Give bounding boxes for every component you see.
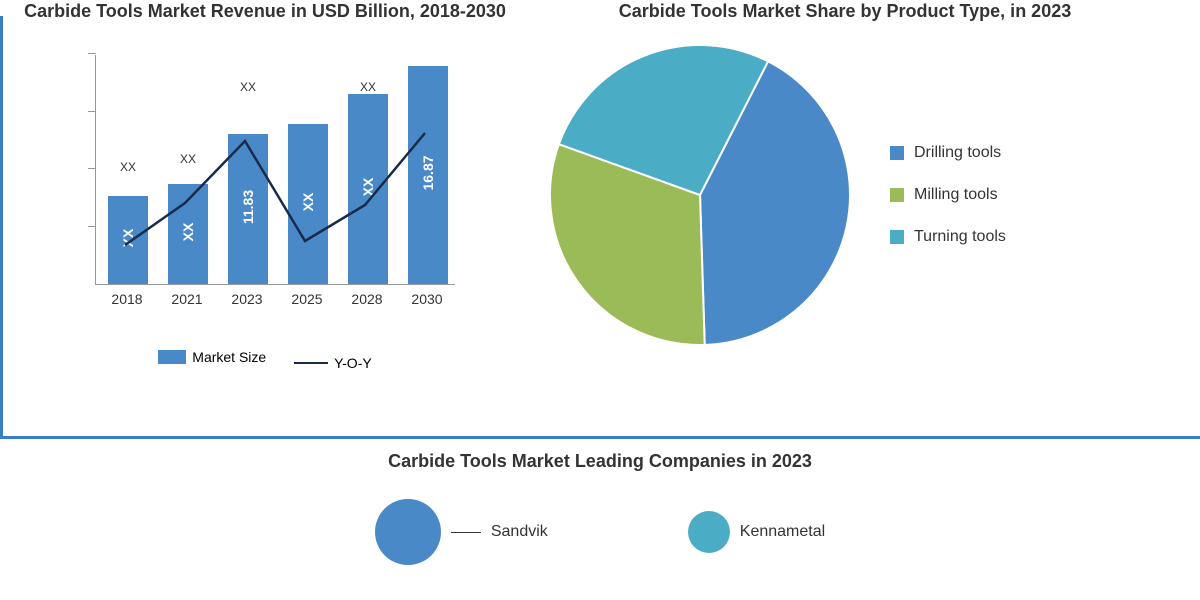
company-bubble — [375, 499, 441, 565]
company-label: Kennametal — [740, 523, 825, 541]
x-axis-label: 2021 — [162, 291, 212, 307]
bar-value-label: XX — [180, 223, 196, 242]
company-item: Sandvik — [375, 499, 548, 565]
bar-top-label: XX — [240, 80, 256, 94]
bar-value-label: XX — [120, 229, 136, 248]
legend-label: Y-O-Y — [334, 355, 372, 371]
bar-value-label: XX — [300, 193, 316, 212]
pie-chart-title: Carbide Tools Market Share by Product Ty… — [510, 0, 1180, 23]
companies-section: Carbide Tools Market Leading Companies i… — [0, 450, 1200, 565]
pie-legend-label: Drilling tools — [914, 144, 1001, 162]
pie-legend-item: Drilling tools — [890, 144, 1006, 162]
x-axis-label: 2030 — [402, 291, 452, 307]
pie-legend-label: Milling tools — [914, 186, 998, 204]
legend-yoy: Y-O-Y — [294, 355, 372, 371]
pie-chart: Carbide Tools Market Share by Product Ty… — [510, 0, 1180, 371]
x-axis-label: 2028 — [342, 291, 392, 307]
pie-wrap: Drilling tools Milling tools Turning tools — [510, 35, 1180, 355]
bar-value-label: XX — [360, 178, 376, 197]
pie-legend-label: Turning tools — [914, 228, 1006, 246]
bar-legend: Market Size Y-O-Y — [20, 349, 510, 371]
bar: XX — [348, 94, 388, 284]
bar-value-label: 16.87 — [420, 156, 436, 191]
pie-legend: Drilling tools Milling tools Turning tools — [890, 120, 1006, 270]
page: Carbide Tools Market Revenue in USD Bill… — [0, 0, 1200, 600]
legend-swatch-bar — [158, 350, 186, 364]
pie-legend-item: Turning tools — [890, 228, 1006, 246]
pie-legend-swatch — [890, 188, 904, 202]
legend-market-size: Market Size — [158, 349, 266, 365]
bar: XX — [108, 196, 148, 284]
bar-plot: XX XX XX XX 11.83 XX XX XX XX 16.87 — [95, 55, 455, 285]
bar: 16.87 — [408, 66, 448, 284]
bar: XX — [288, 124, 328, 284]
top-row: Carbide Tools Market Revenue in USD Bill… — [0, 0, 1200, 371]
x-axis-label: 2018 — [102, 291, 152, 307]
bar-value-label: 11.83 — [240, 190, 256, 224]
companies-title: Carbide Tools Market Leading Companies i… — [0, 450, 1200, 473]
legend-swatch-line — [294, 362, 328, 364]
legend-label: Market Size — [192, 349, 266, 365]
companies-row: Sandvik Kennametal — [0, 499, 1200, 565]
border-left — [0, 16, 3, 436]
connector-line — [451, 532, 481, 533]
x-axis-label: 2023 — [222, 291, 272, 307]
bar-top-label: XX — [360, 80, 376, 94]
bar-top-label: XX — [180, 152, 196, 166]
pie-svg — [540, 35, 860, 355]
x-axis-label: 2025 — [282, 291, 332, 307]
bar-chart-title: Carbide Tools Market Revenue in USD Bill… — [20, 0, 510, 23]
company-item: Kennametal — [688, 499, 825, 565]
pie-legend-swatch — [890, 146, 904, 160]
bar: XX — [168, 184, 208, 284]
pie-legend-item: Milling tools — [890, 186, 1006, 204]
border-bottom — [0, 436, 1200, 439]
company-label: Sandvik — [491, 523, 548, 541]
pie-legend-swatch — [890, 230, 904, 244]
bar-top-label: XX — [120, 160, 136, 174]
bar-chart: Carbide Tools Market Revenue in USD Bill… — [20, 0, 510, 371]
bar: 11.83 — [228, 134, 268, 284]
bar-chart-area: XX XX XX XX 11.83 XX XX XX XX 16.87 2018 2021 2023 2… — [55, 35, 475, 305]
company-bubble — [688, 511, 730, 553]
